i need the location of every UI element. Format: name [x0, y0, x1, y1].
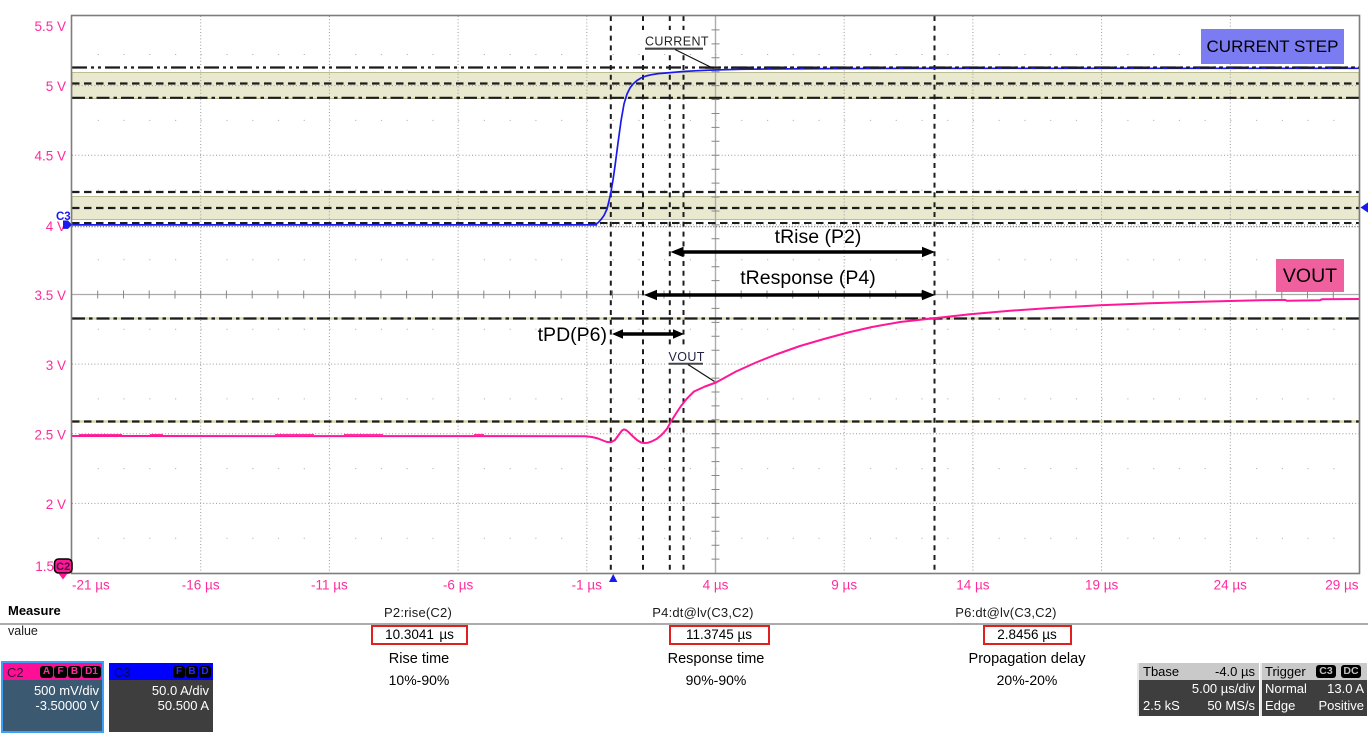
svg-text:-21 µs: -21 µs — [72, 578, 110, 593]
svg-text:4 V: 4 V — [46, 219, 66, 234]
svg-text:9 µs: 9 µs — [831, 578, 857, 593]
svg-text:C3: C3 — [56, 211, 71, 223]
svg-text:5.5 V: 5.5 V — [34, 19, 66, 34]
svg-text:-11 µs: -11 µs — [311, 578, 348, 593]
svg-text:3.5 V: 3.5 V — [34, 288, 66, 303]
svg-text:2.5 V: 2.5 V — [34, 428, 66, 443]
svg-text:-6 µs: -6 µs — [443, 578, 474, 593]
svg-text:tResponse (P4): tResponse (P4) — [740, 267, 875, 289]
svg-text:4.5 V: 4.5 V — [34, 149, 66, 164]
svg-text:CURRENT: CURRENT — [645, 35, 709, 49]
svg-text:3 V: 3 V — [46, 358, 66, 373]
svg-text:5 V: 5 V — [46, 79, 66, 94]
svg-text:29 µs: 29 µs — [1325, 578, 1359, 593]
svg-text:tPD(P6): tPD(P6) — [538, 324, 607, 346]
svg-text:tRise (P2): tRise (P2) — [775, 226, 862, 248]
svg-text:VOUT: VOUT — [669, 350, 705, 364]
svg-text:24 µs: 24 µs — [1214, 578, 1248, 593]
svg-text:-16 µs: -16 µs — [182, 578, 220, 593]
svg-text:1.5: 1.5 — [35, 559, 54, 574]
svg-text:2 V: 2 V — [46, 497, 66, 512]
svg-text:VOUT: VOUT — [1283, 265, 1337, 287]
svg-text:-1 µs: -1 µs — [572, 578, 603, 593]
svg-text:19 µs: 19 µs — [1085, 578, 1119, 593]
svg-text:CURRENT STEP: CURRENT STEP — [1207, 37, 1339, 56]
svg-text:C2: C2 — [56, 561, 70, 573]
svg-text:4 µs: 4 µs — [703, 578, 729, 593]
svg-text:14 µs: 14 µs — [956, 578, 990, 593]
